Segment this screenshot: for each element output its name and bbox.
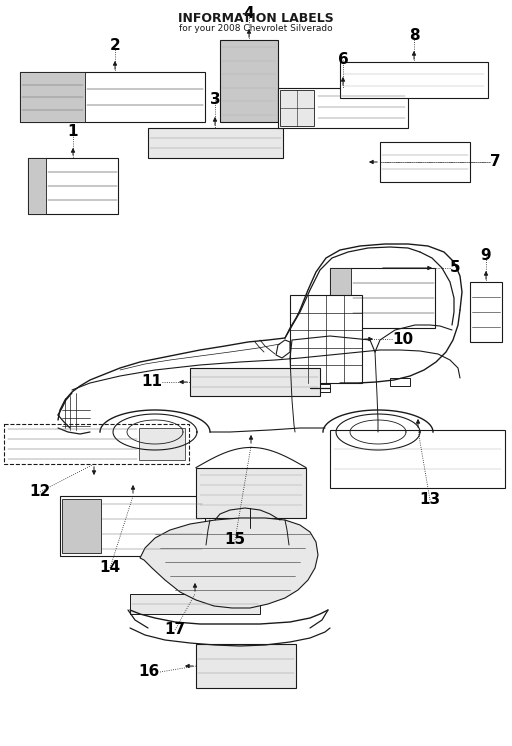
Bar xyxy=(20,72,85,122)
Bar xyxy=(130,594,260,614)
Bar xyxy=(196,468,306,518)
Text: 15: 15 xyxy=(224,533,246,548)
Bar xyxy=(196,644,296,688)
Text: 16: 16 xyxy=(139,665,160,680)
Polygon shape xyxy=(276,340,290,358)
Text: 14: 14 xyxy=(99,560,120,575)
Text: 10: 10 xyxy=(392,331,413,346)
Text: for your 2008 Chevrolet Silverado: for your 2008 Chevrolet Silverado xyxy=(179,24,333,33)
Text: 5: 5 xyxy=(450,260,461,275)
Bar xyxy=(220,40,278,122)
Bar xyxy=(278,88,408,128)
Text: INFORMATION LABELS: INFORMATION LABELS xyxy=(178,12,334,25)
Bar xyxy=(380,142,470,182)
Bar xyxy=(330,430,505,488)
Bar xyxy=(62,499,101,553)
Bar xyxy=(60,496,205,556)
Bar xyxy=(340,62,488,98)
Text: 11: 11 xyxy=(141,374,162,389)
Bar xyxy=(20,72,205,122)
Text: 13: 13 xyxy=(419,492,440,507)
Bar xyxy=(310,384,330,392)
Bar xyxy=(470,282,502,342)
Text: 7: 7 xyxy=(490,154,501,169)
Text: 3: 3 xyxy=(210,93,220,107)
Bar xyxy=(390,378,410,386)
Text: 8: 8 xyxy=(409,28,419,43)
Text: 1: 1 xyxy=(68,125,78,140)
Bar xyxy=(148,128,283,158)
Text: 17: 17 xyxy=(164,622,185,638)
Bar xyxy=(4,424,189,464)
Bar xyxy=(330,268,435,328)
Text: 12: 12 xyxy=(29,484,51,500)
Bar xyxy=(280,90,314,126)
Text: 4: 4 xyxy=(244,5,254,20)
Text: 6: 6 xyxy=(337,52,348,67)
Text: 2: 2 xyxy=(110,37,120,52)
Text: 9: 9 xyxy=(481,248,492,263)
Bar xyxy=(190,368,320,396)
Bar xyxy=(139,428,185,460)
Bar xyxy=(28,158,118,214)
Bar xyxy=(330,268,351,328)
Polygon shape xyxy=(140,518,318,608)
Bar xyxy=(290,295,362,383)
Bar xyxy=(28,158,46,214)
